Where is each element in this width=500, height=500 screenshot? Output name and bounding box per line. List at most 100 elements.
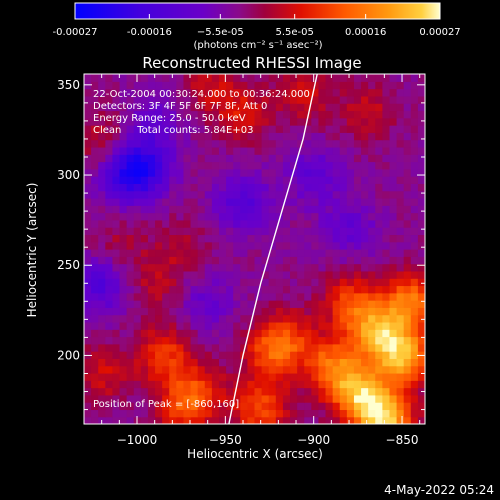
heatmap-cell xyxy=(218,402,227,411)
heatmap-cell xyxy=(169,416,177,424)
heatmap-cell xyxy=(226,205,234,214)
heatmap-cell xyxy=(290,88,298,97)
heatmap-cell xyxy=(339,95,348,104)
heatmap-cell xyxy=(91,154,99,163)
heatmap-cell xyxy=(332,285,341,294)
heatmap-cell xyxy=(105,154,114,163)
heatmap-cell xyxy=(226,103,234,112)
heatmap-cell xyxy=(275,117,284,126)
heatmap-cell xyxy=(304,409,312,418)
heatmap-cell xyxy=(84,183,92,192)
heatmap-cell xyxy=(197,278,206,287)
heatmap-cell xyxy=(190,314,199,323)
heatmap-cell xyxy=(361,74,369,82)
heatmap-cell xyxy=(290,110,298,119)
heatmap-cell xyxy=(403,190,412,199)
heatmap-cell xyxy=(361,336,369,345)
heatmap-cell xyxy=(84,314,92,323)
heatmap-cell xyxy=(112,212,121,221)
heatmap-cell xyxy=(105,117,114,126)
heatmap-cell xyxy=(282,88,291,97)
heatmap-cell xyxy=(176,292,185,301)
heatmap-cell xyxy=(197,416,206,424)
heatmap-cell xyxy=(204,365,213,374)
heatmap-cell xyxy=(339,300,348,308)
heatmap-cell xyxy=(226,154,234,163)
heatmap-cell xyxy=(147,321,156,330)
heatmap-cell xyxy=(403,161,412,170)
heatmap-cell xyxy=(204,292,213,301)
heatmap-cell xyxy=(368,270,376,279)
heatmap-cell xyxy=(304,146,312,155)
heatmap-cell xyxy=(197,190,206,199)
heatmap-cell xyxy=(155,103,163,112)
heatmap-cell xyxy=(318,219,327,228)
heatmap-cell xyxy=(218,241,227,250)
heatmap-cell xyxy=(211,190,220,199)
heatmap-cell xyxy=(339,307,348,316)
heatmap-cell xyxy=(297,183,305,192)
heatmap-cell xyxy=(332,387,341,396)
heatmap-cell xyxy=(346,168,355,177)
heatmap-cell xyxy=(417,336,425,345)
heatmap-cell xyxy=(190,74,199,82)
heatmap-cell xyxy=(183,117,192,126)
heatmap-cell xyxy=(105,249,114,257)
heatmap-cell xyxy=(176,351,185,359)
heatmap-cell xyxy=(147,329,156,338)
heatmap-cell xyxy=(282,197,291,206)
heatmap-cell xyxy=(84,168,92,177)
heatmap-cell xyxy=(162,278,170,287)
heatmap-cell xyxy=(368,95,376,104)
heatmap-cell xyxy=(98,146,106,155)
heatmap-cell xyxy=(375,168,383,177)
heatmap-cell xyxy=(254,300,263,308)
heatmap-cell xyxy=(98,205,106,214)
heatmap-cell xyxy=(332,249,341,257)
heatmap-cell xyxy=(417,263,425,272)
heatmap-cell xyxy=(297,292,305,301)
heatmap-cell xyxy=(162,88,170,97)
heatmap-cell xyxy=(353,197,362,206)
heatmap-cell xyxy=(240,416,248,424)
heatmap-cell xyxy=(290,394,298,403)
heatmap-cell xyxy=(105,321,114,330)
heatmap-cell xyxy=(119,358,128,367)
heatmap-cell xyxy=(332,307,341,316)
heatmap-cell xyxy=(290,176,298,184)
heatmap-cell xyxy=(290,241,298,250)
heatmap-cell xyxy=(304,402,312,411)
heatmap-cell xyxy=(304,95,312,104)
heatmap-cell xyxy=(204,139,213,148)
heatmap-cell xyxy=(190,336,199,345)
heatmap-cell xyxy=(155,256,163,265)
heatmap-cell xyxy=(346,387,355,396)
heatmap-cell xyxy=(133,95,142,104)
heatmap-cell xyxy=(410,176,419,184)
heatmap-cell xyxy=(169,358,177,367)
heatmap-cell xyxy=(304,416,312,424)
heatmap-cell xyxy=(119,307,128,316)
heatmap-cell xyxy=(382,270,391,279)
heatmap-cell xyxy=(105,292,114,301)
heatmap-cell xyxy=(339,219,348,228)
heatmap-cell xyxy=(410,74,419,82)
heatmap-cell xyxy=(389,263,398,272)
heatmap-cell xyxy=(176,205,185,214)
annotation-peak: Position of Peak = [-860,160] xyxy=(93,399,239,410)
heatmap-cell xyxy=(211,300,220,308)
heatmap-cell xyxy=(375,321,383,330)
heatmap-cell xyxy=(133,139,142,148)
heatmap-cell xyxy=(282,117,291,126)
heatmap-cell xyxy=(375,380,383,389)
heatmap-cell xyxy=(98,234,106,243)
heatmap-cell xyxy=(410,103,419,112)
x-tick-label: −950 xyxy=(209,433,242,447)
heatmap-cell xyxy=(233,205,241,214)
heatmap-cell xyxy=(318,205,327,214)
heatmap-cell xyxy=(417,329,425,338)
heatmap-cell xyxy=(290,234,298,243)
heatmap-cell xyxy=(368,132,376,141)
heatmap-cell xyxy=(169,409,177,418)
